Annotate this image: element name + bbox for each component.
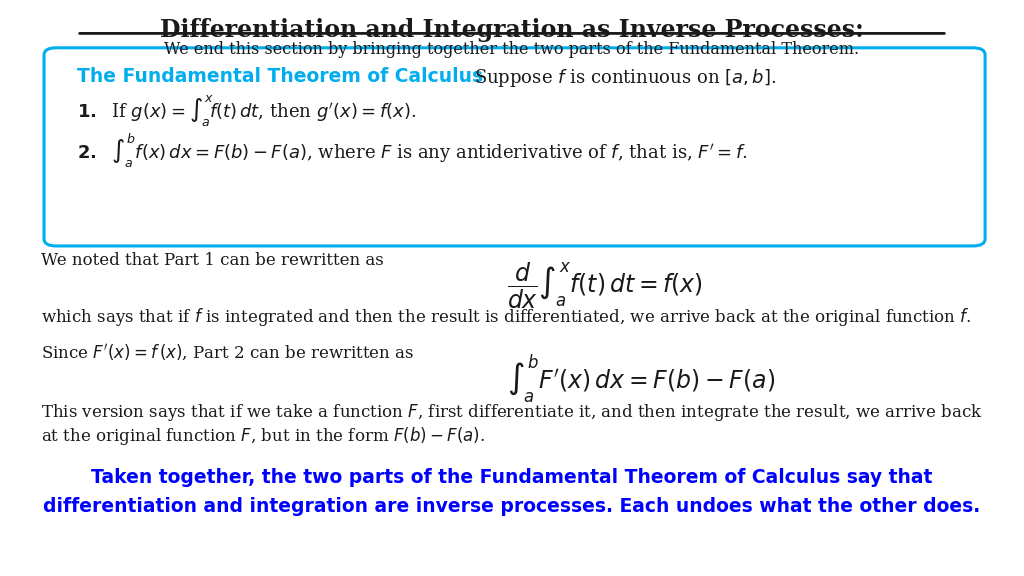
- Text: at the original function $F$, but in the form $F(b) - F(a)$.: at the original function $F$, but in the…: [41, 425, 485, 447]
- Text: We end this section by bringing together the two parts of the Fundamental Theore: We end this section by bringing together…: [165, 41, 859, 59]
- Text: Differentiation and Integration as Inverse Processes:: Differentiation and Integration as Inver…: [160, 18, 864, 43]
- FancyBboxPatch shape: [44, 48, 985, 246]
- Text: differentiation and integration are inverse processes. Each undoes what the othe: differentiation and integration are inve…: [43, 497, 981, 516]
- Text: $\dfrac{d}{dx} \int_a^x f(t)\, dt = f(x)$: $\dfrac{d}{dx} \int_a^x f(t)\, dt = f(x)…: [507, 260, 702, 311]
- Text: This version says that if we take a function $F$, first differentiate it, and th: This version says that if we take a func…: [41, 402, 982, 423]
- Text: $\mathbf{2.}$  $\int_a^b f(x)\, dx = F(b) - F(a)$, where $F$ is any antiderivati: $\mathbf{2.}$ $\int_a^b f(x)\, dx = F(b)…: [77, 131, 748, 169]
- Text: $\mathbf{1.}$  If $g(x) = \int_a^x\! f(t)\, dt$, then $g'(x) = f(x)$.: $\mathbf{1.}$ If $g(x) = \int_a^x\! f(t)…: [77, 93, 416, 128]
- Text: The Fundamental Theorem of Calculus: The Fundamental Theorem of Calculus: [77, 67, 483, 86]
- Text: We noted that Part 1 can be rewritten as: We noted that Part 1 can be rewritten as: [41, 252, 384, 269]
- Text: Suppose $f$ is continuous on $[a, b]$.: Suppose $f$ is continuous on $[a, b]$.: [474, 67, 776, 89]
- Text: $\int_a^b F'(x)\, dx = F(b) - F(a)$: $\int_a^b F'(x)\, dx = F(b) - F(a)$: [507, 353, 775, 405]
- Text: Since $F'(x) = f\,(x)$, Part 2 can be rewritten as: Since $F'(x) = f\,(x)$, Part 2 can be re…: [41, 343, 415, 363]
- Text: which says that if $f$ is integrated and then the result is differentiated, we a: which says that if $f$ is integrated and…: [41, 306, 972, 328]
- Text: Taken together, the two parts of the Fundamental Theorem of Calculus say that: Taken together, the two parts of the Fun…: [91, 468, 933, 487]
